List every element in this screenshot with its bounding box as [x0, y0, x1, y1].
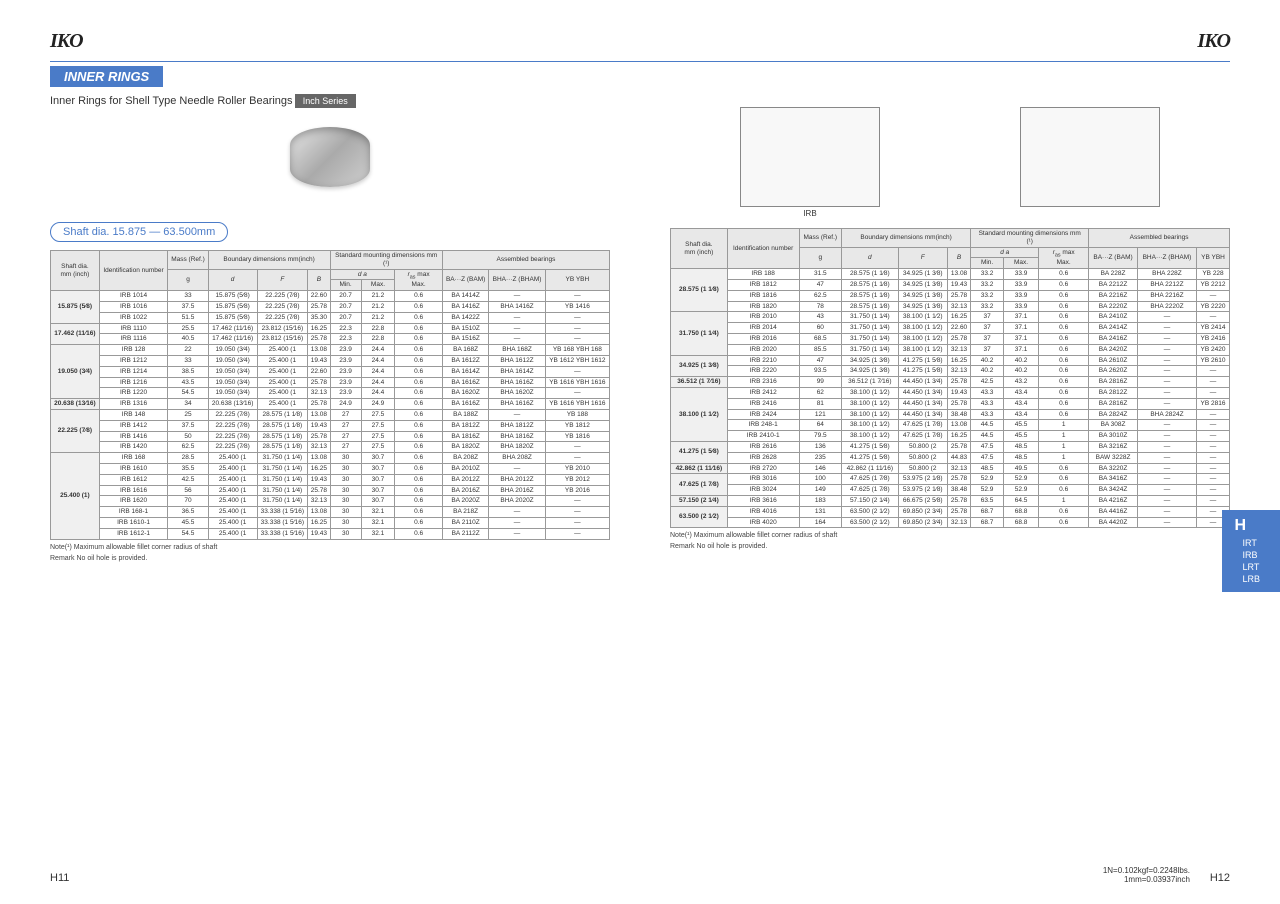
- table-row: IRB 1612-154.525.400 (133.338 (1 5⁄16)19…: [51, 528, 610, 539]
- left-table: Shaft dia.mm (inch)Identification number…: [50, 250, 610, 540]
- side-h: H: [1226, 516, 1276, 536]
- table-row: IRB 161035.525.400 (131.750 (1 1⁄4)16.25…: [51, 463, 610, 474]
- table-row: 20.638 (13⁄16)IRB 13163420.638 (13⁄16)25…: [51, 399, 610, 410]
- table-row: IRB 242412138.100 (1 1⁄2)44.450 (1 3⁄4)3…: [671, 409, 1230, 420]
- table-row: 41.275 (1 5⁄8)IRB 261613641.275 (1 5⁄8)5…: [671, 441, 1230, 452]
- divider: [50, 61, 1230, 62]
- note2-right: Remark No oil hole is provided.: [670, 543, 1230, 550]
- side-tab: H IRTIRBLRTLRB: [1222, 510, 1280, 592]
- table-row: IRB 402016463.500 (2 1⁄2)69.850 (2 3⁄4)3…: [671, 517, 1230, 528]
- note1-right: Note(¹) Maximum allowable fillet corner …: [670, 532, 1230, 539]
- table-row: IRB 24168138.100 (1 1⁄2)44.450 (1 3⁄4)25…: [671, 398, 1230, 409]
- left-page: Shaft dia. 15.875 — 63.500mm Shaft dia.m…: [50, 107, 610, 562]
- diagram-2: [1020, 107, 1160, 207]
- table-row: 15.875 (5⁄8)IRB 10143315.875 (5⁄8)22.225…: [51, 291, 610, 302]
- table-row: IRB 122054.519.050 (3⁄4)25.400 (132.1323…: [51, 388, 610, 399]
- table-row: 38.100 (1 1⁄2)IRB 24126238.100 (1 1⁄2)44…: [671, 387, 1230, 398]
- diagrams: IRB: [670, 107, 1230, 218]
- note1-left: Note(¹) Maximum allowable fillet corner …: [50, 544, 610, 551]
- side-tab-item: LRT: [1234, 561, 1268, 573]
- table-row: 25.400 (1)IRB 16828.525.400 (131.750 (1 …: [51, 453, 610, 464]
- table-row: 22.225 (7⁄8)IRB 1482522.225 (7⁄8)28.575 …: [51, 409, 610, 420]
- table-row: IRB 18124728.575 (1 1⁄8)34.925 (1 3⁄8)19…: [671, 279, 1230, 290]
- page-num-left: H11: [50, 872, 69, 884]
- table-row: 19.050 (3⁄4)IRB 1282219.050 (3⁄4)25.400 …: [51, 345, 610, 356]
- header: IKO IKO: [50, 30, 1230, 53]
- table-row: IRB 16165625.400 (131.750 (1 1⁄4)25.7830…: [51, 485, 610, 496]
- table-row: IRB 16207025.400 (131.750 (1 1⁄4)32.1330…: [51, 496, 610, 507]
- table-row: IRB 142062.522.225 (7⁄8)28.575 (1 1⁄8)32…: [51, 442, 610, 453]
- table-row: 34.925 (1 3⁄8)IRB 22104734.925 (1 3⁄8)41…: [671, 355, 1230, 366]
- table-row: IRB 121438.519.050 (3⁄4)25.400 (122.6023…: [51, 366, 610, 377]
- logo-left: IKO: [50, 30, 83, 53]
- series-badge: Inch Series: [295, 94, 356, 108]
- table-row: IRB 141237.522.225 (7⁄8)28.575 (1 1⁄8)19…: [51, 420, 610, 431]
- table-row: IRB 1610-145.525.400 (133.338 (1 5⁄16)16…: [51, 517, 610, 528]
- diagram-1: [740, 107, 880, 207]
- ring-image: [290, 127, 370, 187]
- page-num-right: H12: [1210, 872, 1230, 884]
- subtitle: Inner Rings for Shell Type Needle Roller…: [50, 95, 293, 107]
- note2-left: Remark No oil hole is provided.: [50, 555, 610, 562]
- table-row: IRB 111640.517.462 (11⁄16)23.812 (15⁄16)…: [51, 334, 610, 345]
- table-row: IRB 248-16438.100 (1 1⁄2)47.625 (1 7⁄8)1…: [671, 420, 1230, 431]
- right-table: Shaft dia.mm (inch)Identification number…: [670, 228, 1230, 528]
- unit-note: 1N=0.102kgf=0.2248lbs.1mm=0.03937inch: [1103, 866, 1190, 884]
- table-row: IRB 102251.515.875 (5⁄8)22.225 (7⁄8)35.3…: [51, 312, 610, 323]
- table-row: 63.500 (2 1⁄2)IRB 401613163.500 (2 1⁄2)6…: [671, 506, 1230, 517]
- table-row: IRB 222093.534.925 (1 3⁄8)41.275 (1 5⁄8)…: [671, 366, 1230, 377]
- table-row: IRB 101637.515.875 (5⁄8)22.225 (7⁄8)25.7…: [51, 301, 610, 312]
- diagram-label: IRB: [740, 209, 880, 218]
- table-row: IRB 12123319.050 (3⁄4)25.400 (119.4323.9…: [51, 355, 610, 366]
- side-tab-item: LRB: [1234, 573, 1268, 585]
- section-title: INNER RINGS: [50, 66, 163, 87]
- logo-right: IKO: [1197, 30, 1230, 53]
- table-row: 42.862 (1 11⁄16)IRB 272014642.862 (1 11⁄…: [671, 463, 1230, 474]
- side-tab-item: IRT: [1234, 537, 1268, 549]
- table-row: IRB 18207828.575 (1 1⁄8)34.925 (1 3⁄8)32…: [671, 301, 1230, 312]
- table-row: IRB 262823541.275 (1 5⁄8)50.800 (244.834…: [671, 452, 1230, 463]
- table-row: IRB 201668.531.750 (1 1⁄4)38.100 (1 1⁄2)…: [671, 333, 1230, 344]
- table-row: 31.750 (1 1⁄4)IRB 20104331.750 (1 1⁄4)38…: [671, 312, 1230, 323]
- table-row: IRB 14165022.225 (7⁄8)28.575 (1 1⁄8)25.7…: [51, 431, 610, 442]
- table-row: 28.575 (1 1⁄8)IRB 18831.528.575 (1 1⁄8)3…: [671, 269, 1230, 280]
- right-page: IRB Shaft dia.mm (inch)Identification nu…: [670, 107, 1230, 562]
- table-row: 57.150 (2 1⁄4)IRB 361618357.150 (2 1⁄4)6…: [671, 495, 1230, 506]
- table-row: 36.512 (1 7⁄16)IRB 23169936.512 (1 7⁄16)…: [671, 377, 1230, 388]
- range-pill: Shaft dia. 15.875 — 63.500mm: [50, 222, 228, 242]
- table-row: IRB 302414947.625 (1 7⁄8)53.975 (2 1⁄8)3…: [671, 485, 1230, 496]
- table-row: IRB 202085.531.750 (1 1⁄4)38.100 (1 1⁄2)…: [671, 344, 1230, 355]
- table-row: IRB 121643.519.050 (3⁄4)25.400 (125.7823…: [51, 377, 610, 388]
- side-tab-item: IRB: [1234, 549, 1268, 561]
- table-row: 17.462 (11⁄16)IRB 111025.517.462 (11⁄16)…: [51, 323, 610, 334]
- subtitle-row: Inner Rings for Shell Type Needle Roller…: [50, 95, 1230, 107]
- table-row: IRB 20146031.750 (1 1⁄4)38.100 (1 1⁄2)22…: [671, 323, 1230, 334]
- table-row: 47.625 (1 7⁄8)IRB 301610047.625 (1 7⁄8)5…: [671, 474, 1230, 485]
- table-row: IRB 168-136.525.400 (133.338 (1 5⁄16)13.…: [51, 507, 610, 518]
- table-row: IRB 2410-179.538.100 (1 1⁄2)47.625 (1 7⁄…: [671, 431, 1230, 442]
- table-row: IRB 181662.528.575 (1 1⁄8)34.925 (1 3⁄8)…: [671, 290, 1230, 301]
- table-row: IRB 161242.525.400 (131.750 (1 1⁄4)19.43…: [51, 474, 610, 485]
